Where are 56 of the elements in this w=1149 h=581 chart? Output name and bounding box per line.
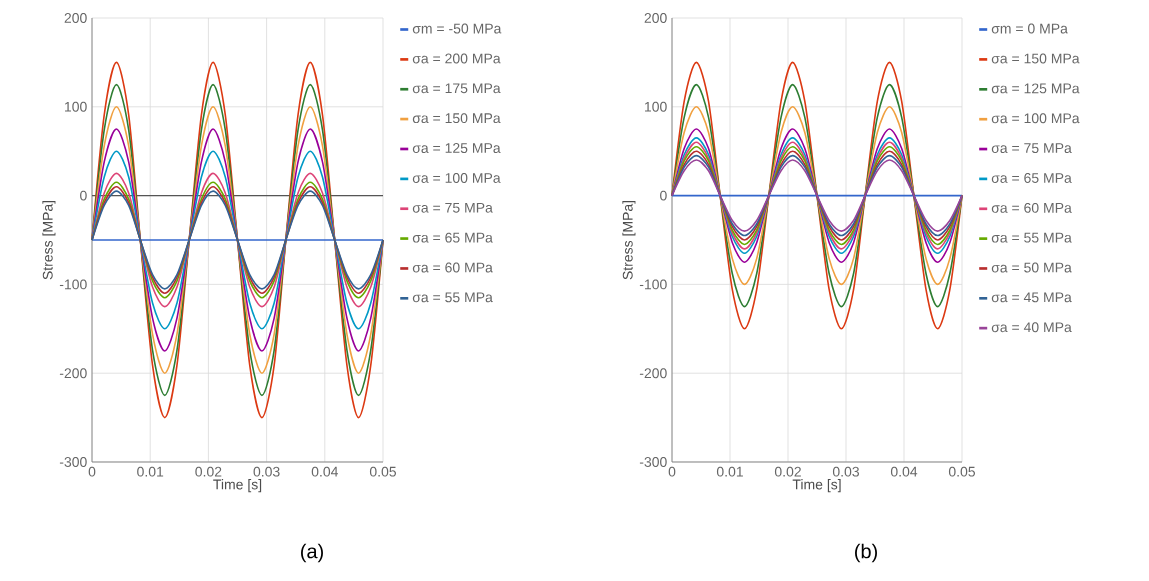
x-tick-label: 0.04 [890,466,918,477]
y-tick-label: -200 [639,368,667,379]
y-tick-label: -300 [639,457,667,467]
y-tick-label: -100 [59,279,87,290]
legend-label: σa = 150 MPa [991,53,1080,64]
legend-label: σa = 40 MPa [991,322,1072,333]
line-series [91,150,384,330]
legend-label: σa = 60 MPa [991,202,1072,213]
y-axis-title: Stress [MPa] [42,200,56,280]
line-series [91,128,384,352]
legend-label: σa = 100 MPa [412,173,501,183]
y-tick-label: 0 [660,190,667,201]
x-tick-label: 0.05 [948,466,976,477]
legend-label: σa = 175 MPa [412,83,501,94]
x-axis-title: Time [s] [792,479,841,493]
y-tick-label: -100 [639,279,667,290]
x-tick-label: 0.01 [137,466,164,477]
legend-label: σa = 125 MPa [991,83,1080,94]
line-series [671,61,963,330]
legend-label: σa = 150 MPa [412,113,501,124]
legend-label: σa = 125 MPa [412,143,501,154]
x-tick-label: 0 [668,466,676,477]
legend-label: σa = 100 MPa [991,113,1080,124]
legend-label: σa = 200 MPa [412,53,501,64]
line-series [671,83,963,308]
x-tick-label: 0.03 [253,466,280,477]
x-tick-label: 0.02 [195,466,222,477]
x-tick-label: 0.01 [716,466,743,477]
y-tick-label: 0 [80,190,87,201]
legend-label: σa = 60 MPa [412,262,493,273]
legend-label: σa = 65 MPa [991,173,1072,183]
y-tick-label: -300 [59,457,87,467]
x-tick-label: 0.03 [832,466,860,477]
x-tick-label: 0.02 [774,466,801,477]
legend-label: σa = 45 MPa [991,292,1072,303]
legend-label: σa = 55 MPa [991,232,1072,243]
text: (b) [855,543,877,563]
x-tick-label: 0.05 [369,466,397,477]
legend-label: σm = -50 MPa [412,23,502,34]
y-tick-label: -200 [59,368,87,379]
x-tick-label: 0 [88,466,96,477]
x-tick-label: 0.04 [311,466,338,477]
text: (a) [301,543,323,563]
y-tick-label: 200 [64,13,87,23]
legend-label: σm = 0 MPa [991,23,1068,34]
y-axis-title: Stress [MPa] [622,200,636,280]
legend-label: σa = 65 MPa [412,232,493,243]
y-tick-label: 100 [645,101,667,112]
x-axis-title: Time [s] [213,479,262,493]
legend-label: σa = 50 MPa [991,262,1072,273]
legend-label: σa = 75 MPa [412,202,493,213]
y-tick-label: 200 [644,13,667,23]
line-series [671,106,963,286]
y-tick-label: 100 [65,101,87,112]
legend-label: σa = 55 MPa [412,292,493,303]
legend-label: σa = 75 MPa [991,143,1072,154]
